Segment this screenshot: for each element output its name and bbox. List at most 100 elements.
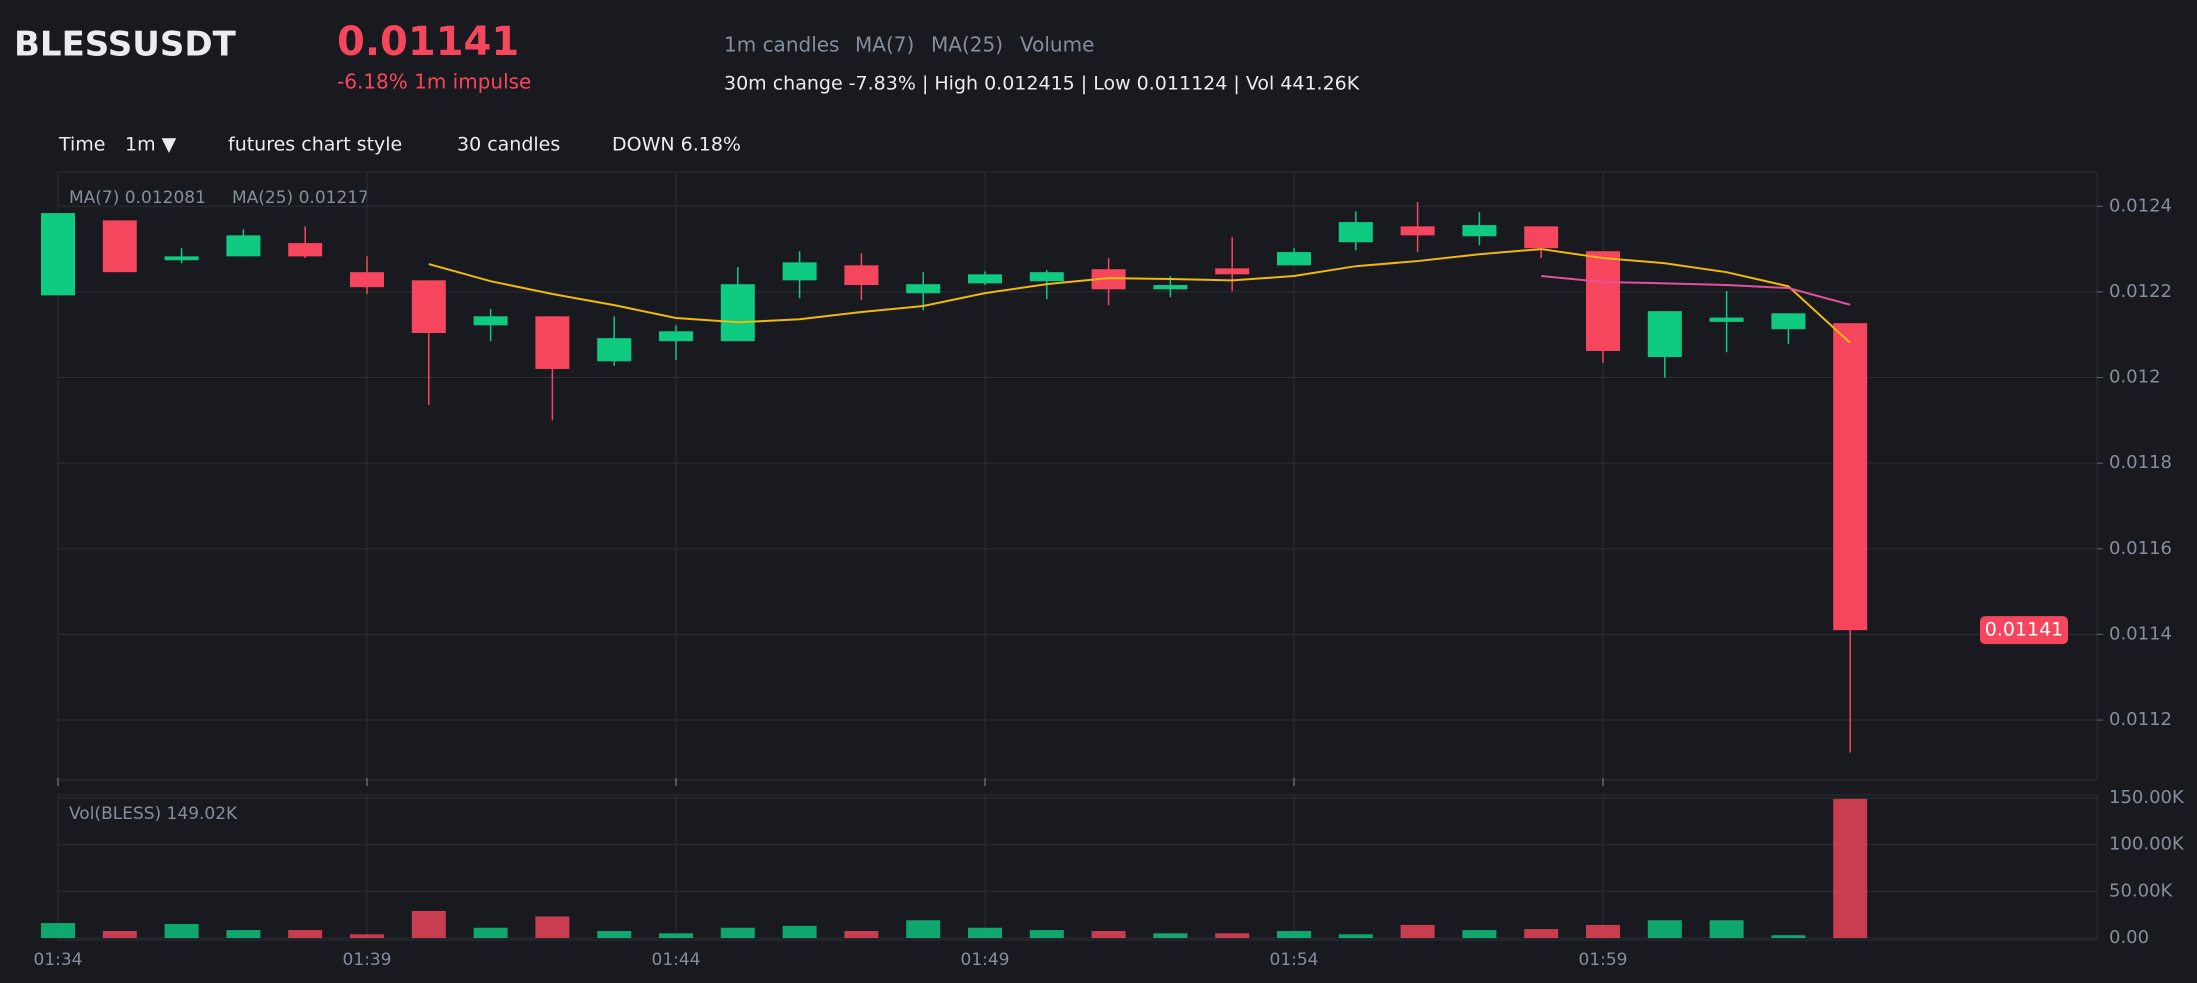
- candle-body: [1400, 226, 1435, 236]
- volume-bar: [1462, 930, 1497, 938]
- candle-body: [1709, 317, 1744, 322]
- volume-tick-label: 100.00K: [2109, 834, 2185, 855]
- volume-bar: [1524, 929, 1559, 938]
- volume-bar: [1647, 920, 1682, 938]
- volume-bar: [1277, 931, 1311, 938]
- x-tick-label: 01:34: [34, 950, 83, 970]
- volume-tick-label: 50.00K: [2109, 880, 2174, 901]
- candle-body: [659, 331, 693, 342]
- candle-body: [720, 284, 755, 342]
- volume-bar: [535, 916, 570, 938]
- y-tick-label: 0.0114: [2109, 623, 2172, 644]
- candle-body: [906, 284, 941, 294]
- candle-body: [473, 316, 508, 326]
- volume-bar: [1771, 935, 1806, 938]
- candle-body: [350, 272, 384, 288]
- volume-bar: [1153, 933, 1188, 938]
- volume-bar: [473, 927, 508, 938]
- price: 0.01141: [337, 19, 519, 65]
- y-tick-label: 0.0122: [2109, 281, 2172, 302]
- x-tick-label: 01:59: [1579, 950, 1628, 970]
- candle-body: [288, 243, 323, 257]
- volume-bar: [350, 934, 384, 938]
- volume-bar: [1215, 933, 1250, 938]
- volume-bar: [1400, 924, 1435, 938]
- time-label: Time: [58, 134, 106, 156]
- volume-bar: [1833, 798, 1868, 938]
- ma-line: [1541, 275, 1851, 306]
- candle-body: [1462, 225, 1497, 237]
- x-tick-label: 01:54: [1270, 950, 1319, 970]
- candle-body: [1647, 311, 1682, 357]
- candle-body: [1338, 222, 1373, 243]
- candle-body: [535, 316, 570, 369]
- candle-body: [1153, 285, 1188, 290]
- volume-bar: [102, 931, 137, 938]
- candle-body: [1091, 269, 1126, 290]
- legend-item: MA(25): [931, 33, 1003, 57]
- x-tick-label: 01:39: [343, 950, 392, 970]
- price-tag-label: 0.01141: [1985, 619, 2064, 641]
- volume-bar: [288, 930, 323, 938]
- volume-bar: [906, 920, 941, 938]
- volume-bar: [968, 927, 1002, 938]
- volume-bar: [659, 933, 693, 938]
- y-tick-label: 0.0124: [2109, 195, 2172, 216]
- x-tick-label: 01:49: [961, 950, 1010, 970]
- symbol: BLESSUSDT: [14, 25, 237, 65]
- candle-body: [1833, 323, 1868, 631]
- volume-bar: [1586, 924, 1620, 938]
- volume-tick-label: 0.00: [2109, 927, 2149, 948]
- change: -6.18% 1m impulse: [337, 70, 531, 94]
- style[interactable]: futures chart style: [228, 134, 402, 156]
- volume-bar: [1709, 920, 1744, 938]
- y-tick-label: 0.012: [2109, 367, 2161, 388]
- y-tick-label: 0.0112: [2109, 709, 2172, 730]
- volume-tick-label: 150.00K: [2109, 787, 2185, 808]
- volume-bar: [1091, 931, 1126, 938]
- legend-item: MA(7): [855, 33, 914, 57]
- stats: 30m change -7.83% | High 0.012415 | Low …: [724, 73, 1360, 95]
- volume-bar: [1338, 934, 1373, 938]
- volume-label: Vol(BLESS) 149.02K: [69, 804, 238, 824]
- candle-body: [1771, 313, 1806, 330]
- candle-body: [782, 262, 817, 281]
- y-tick-label: 0.0116: [2109, 538, 2172, 559]
- candle-body: [968, 274, 1002, 284]
- ma-label: MA(25) 0.01217: [232, 188, 369, 208]
- candle-body: [1524, 226, 1559, 249]
- volume-bar: [597, 931, 632, 938]
- candle-body: [1215, 268, 1250, 275]
- candle-body: [102, 220, 137, 273]
- candle-body: [1586, 251, 1620, 351]
- legend-item: Volume: [1020, 33, 1094, 57]
- volume-bar: [411, 910, 446, 938]
- volume-bar: [720, 927, 755, 938]
- interval[interactable]: 1m ▼: [125, 134, 177, 156]
- candle-body: [1029, 272, 1064, 282]
- candle-body: [164, 256, 199, 261]
- ma-label: MA(7) 0.012081: [69, 188, 206, 208]
- candle-body: [226, 235, 261, 257]
- candle-body: [41, 213, 75, 296]
- price-tag: [1980, 616, 2068, 645]
- candle-body: [411, 280, 446, 333]
- ma-line: [428, 248, 1851, 344]
- candle-body: [1277, 252, 1311, 266]
- volume-bar: [41, 923, 75, 938]
- volume-bar: [164, 924, 199, 938]
- volume-bar: [1029, 930, 1064, 938]
- volume-bar: [782, 925, 817, 938]
- legend-item: 1m candles: [724, 33, 839, 57]
- direction: DOWN 6.18%: [612, 134, 741, 156]
- candle-body: [844, 265, 879, 286]
- x-tick-label: 01:44: [652, 950, 701, 970]
- y-tick-label: 0.0118: [2109, 452, 2172, 473]
- volume-bar: [226, 930, 261, 938]
- candle-body: [597, 338, 632, 362]
- volume-bar: [844, 931, 879, 938]
- count: 30 candles: [457, 134, 560, 156]
